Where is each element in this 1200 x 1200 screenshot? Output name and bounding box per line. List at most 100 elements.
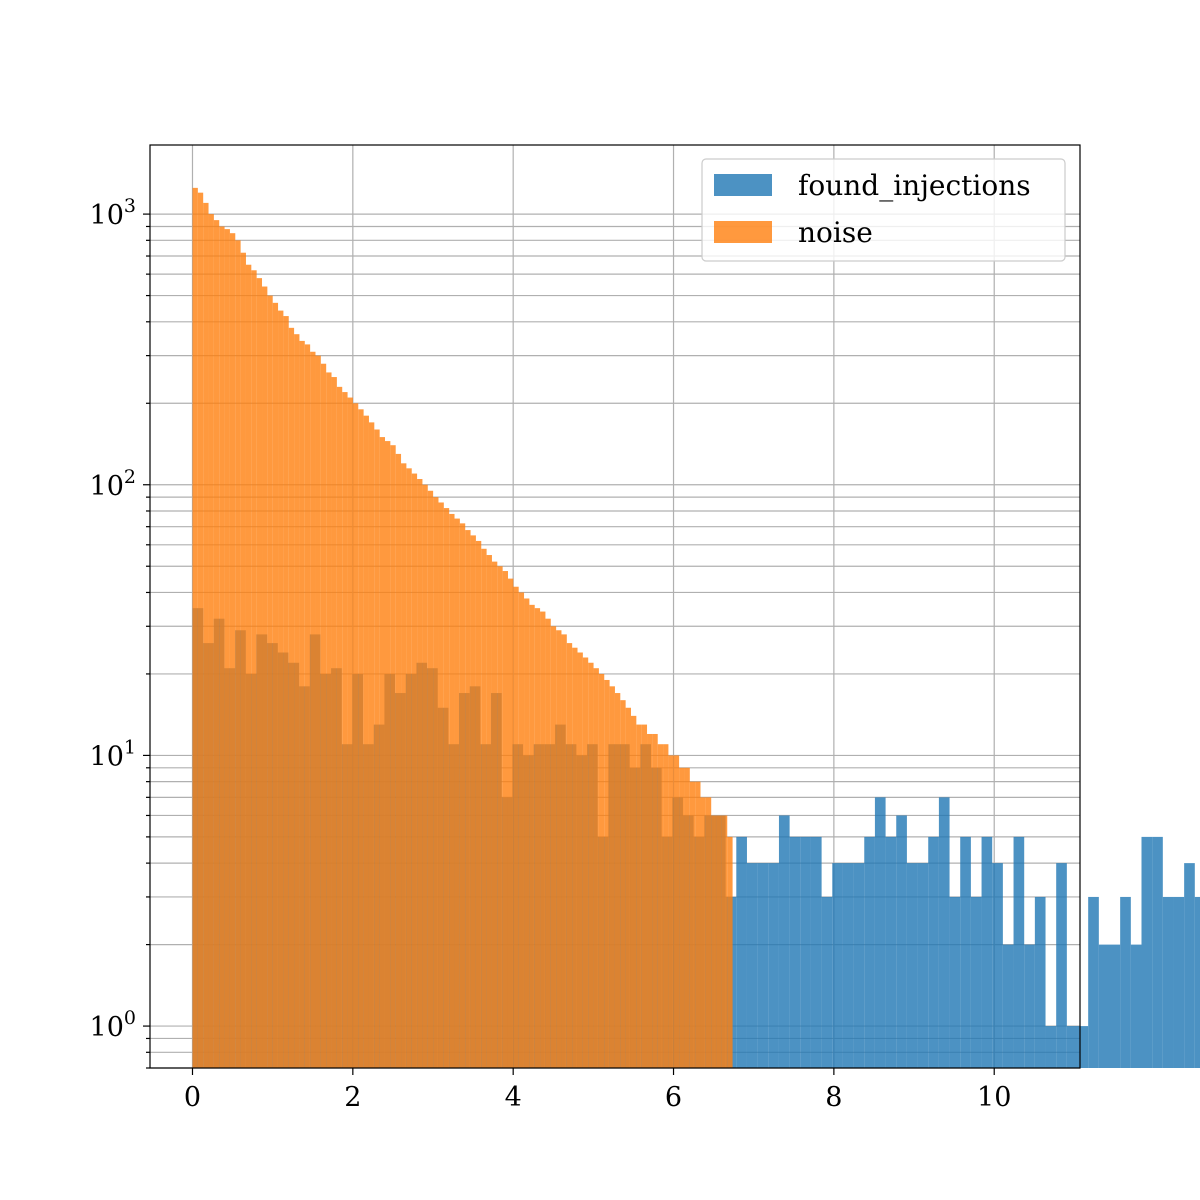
bar-noise <box>518 592 525 1068</box>
bar-noise <box>219 226 225 1068</box>
bar-noise <box>491 561 498 1068</box>
bar-noise <box>443 508 450 1068</box>
bar-noise <box>251 270 257 1068</box>
bar-noise <box>550 626 557 1068</box>
bar-found-injections <box>736 836 747 1068</box>
bar-noise <box>449 513 455 1068</box>
bar-noise <box>588 662 594 1068</box>
bar-noise <box>326 372 332 1068</box>
bar-noise <box>593 668 599 1068</box>
legend-label-noise: noise <box>798 216 873 249</box>
bar-noise <box>486 555 492 1068</box>
bar-noise <box>721 815 728 1068</box>
legend-swatch-found-injections <box>714 174 772 196</box>
bar-noise <box>390 445 396 1068</box>
bar-noise <box>727 836 733 1068</box>
bar-found-injections <box>1109 944 1121 1068</box>
legend-swatch-noise <box>714 221 772 243</box>
bar-noise <box>368 422 375 1068</box>
bar-noise <box>625 707 631 1068</box>
bar-noise <box>695 781 701 1068</box>
y-tick-label: 100 <box>90 1007 136 1043</box>
bar-noise <box>427 490 434 1068</box>
bar-noise <box>208 214 214 1068</box>
bar-found-injections <box>949 896 961 1068</box>
bar-noise <box>700 797 706 1068</box>
bar-found-injections <box>800 836 811 1068</box>
bar-noise <box>604 679 610 1068</box>
bar-noise <box>641 724 648 1068</box>
bar-found-injections <box>1120 896 1131 1068</box>
bar-noise <box>197 192 204 1068</box>
bar-noise <box>235 240 241 1068</box>
bar-found-injections <box>896 815 907 1068</box>
bar-noise <box>406 468 412 1068</box>
bar-found-injections <box>1130 944 1142 1068</box>
bar-noise <box>716 815 722 1068</box>
bar-found-injections <box>1173 896 1185 1068</box>
bar-found-injections <box>821 896 833 1068</box>
bar-found-injections <box>874 797 886 1068</box>
bar-noise <box>657 744 664 1068</box>
bar-noise <box>294 334 300 1068</box>
bar-noise <box>497 566 503 1068</box>
bar-noise <box>401 463 407 1068</box>
bar-found-injections <box>789 836 801 1068</box>
bar-found-injections <box>1034 896 1046 1068</box>
bars-layer <box>192 187 1200 1069</box>
bar-noise <box>245 264 252 1068</box>
bar-found-injections <box>864 836 875 1068</box>
bar-noise <box>385 441 391 1068</box>
bar-found-injections <box>906 863 918 1068</box>
bar-noise <box>213 220 220 1068</box>
bar-noise <box>336 386 343 1068</box>
bar-noise <box>417 479 423 1068</box>
bar-noise <box>652 733 658 1068</box>
bar-noise <box>673 755 680 1068</box>
bar-noise <box>620 700 626 1068</box>
x-tick-label: 10 <box>977 1082 1011 1113</box>
x-tick-label: 6 <box>665 1082 682 1113</box>
bar-noise <box>679 767 685 1068</box>
bar-found-injections <box>768 863 779 1068</box>
bar-noise <box>636 724 642 1068</box>
axes-frame <box>149 144 1081 1069</box>
bar-found-injections <box>832 863 843 1068</box>
bar-noise <box>395 453 402 1069</box>
x-tick-label: 2 <box>344 1082 361 1113</box>
bar-noise <box>267 295 273 1068</box>
bar-found-injections <box>917 863 929 1068</box>
bar-noise <box>614 693 621 1068</box>
bar-noise <box>411 473 418 1068</box>
bar-noise <box>192 187 198 1068</box>
bar-noise <box>459 523 466 1068</box>
bar-found-injections <box>853 863 865 1068</box>
legend-label-found-injections: found_injections <box>798 169 1031 202</box>
bar-noise <box>609 686 615 1068</box>
bar-found-injections <box>746 863 758 1068</box>
bar-noise <box>320 363 327 1068</box>
y-tick-label: 102 <box>90 466 136 502</box>
bar-noise <box>556 630 562 1068</box>
bar-noise <box>582 657 589 1068</box>
bar-found-injections <box>1024 944 1035 1068</box>
bar-noise <box>240 252 246 1069</box>
x-tick-label: 0 <box>184 1082 201 1113</box>
bar-noise <box>668 755 674 1068</box>
bar-noise <box>331 377 337 1069</box>
bar-found-injections <box>1066 1026 1078 1068</box>
bar-noise <box>304 344 311 1069</box>
bar-noise <box>684 767 690 1068</box>
bar-noise <box>342 392 348 1068</box>
x-tick-label: 8 <box>825 1082 842 1113</box>
bar-noise <box>358 409 364 1068</box>
bar-noise <box>470 535 476 1068</box>
bar-noise <box>438 502 444 1068</box>
bar-found-injections <box>992 863 1003 1068</box>
bar-found-injections <box>981 836 993 1068</box>
bar-noise <box>229 233 236 1068</box>
bar-noise <box>374 429 380 1068</box>
bar-noise <box>288 327 295 1068</box>
bar-noise <box>347 397 353 1068</box>
y-tick-label: 101 <box>90 736 136 772</box>
